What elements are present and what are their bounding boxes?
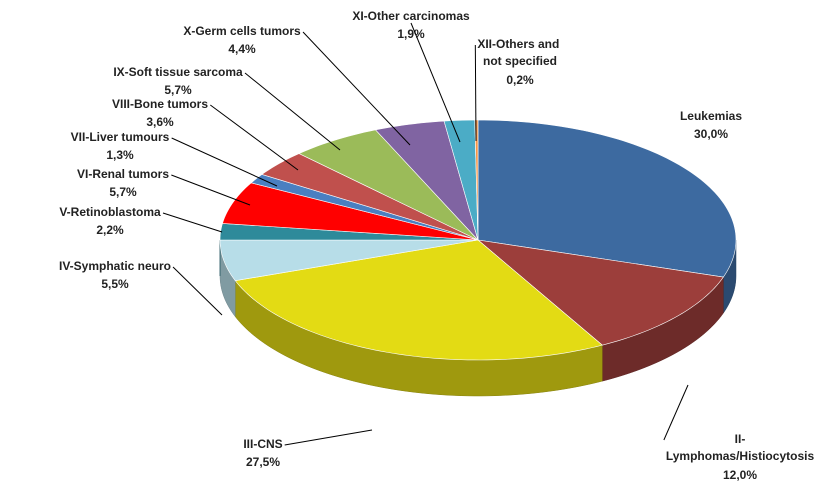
slice [222,182,479,241]
slice [476,239,724,346]
slice [261,153,479,241]
value-label: 5,7% [109,185,137,199]
slice [474,119,479,241]
slice-label: XII-Others and not specified [477,37,562,68]
value-label: 1,9% [397,27,425,41]
slice-label: V-Retinoblastoma [59,205,161,219]
slice-label: Leukemias [680,109,742,123]
value-label: 5,5% [101,277,129,291]
leader-line [284,429,373,446]
value-label: 5,7% [164,83,192,97]
leader-line [172,266,223,316]
leader-line [162,212,223,233]
slice [219,239,479,281]
value-label: 27,5% [246,455,280,469]
leader-line [171,137,278,187]
value-label: 12,0% [723,468,757,482]
value-label: 1,3% [106,148,134,162]
slice-label: IX-Soft tissue sarcoma [113,65,243,79]
slice [234,239,603,361]
value-label: 0,2% [506,73,534,87]
leader-line [244,72,341,151]
value-label: 30,0% [694,127,728,141]
leader-line [171,174,251,206]
slice-label: VII-Liver tumours [71,130,170,144]
leader-line [474,44,477,142]
value-label: 4,4% [228,42,256,56]
slice-label: X-Germ cells tumors [183,24,301,38]
slice-label: XI-Other carcinomas [352,9,470,23]
slice [477,119,737,278]
value-label: 3,6% [146,115,174,129]
slice-label: VI-Renal tumors [77,167,169,181]
slice-label: IV-Symphatic neuro [59,259,171,273]
leader-line [210,104,299,171]
slice-label: VIII-Bone tumors [112,97,208,111]
leader-line [663,384,689,441]
slice-label: II-Lymphomas/Histiocytosis [666,432,815,463]
leader-line [410,22,461,143]
leader-line [302,31,411,146]
slice-label: III-CNS [243,437,282,451]
slice [443,119,479,241]
value-label: 2,2% [96,223,124,237]
slice [298,129,479,241]
